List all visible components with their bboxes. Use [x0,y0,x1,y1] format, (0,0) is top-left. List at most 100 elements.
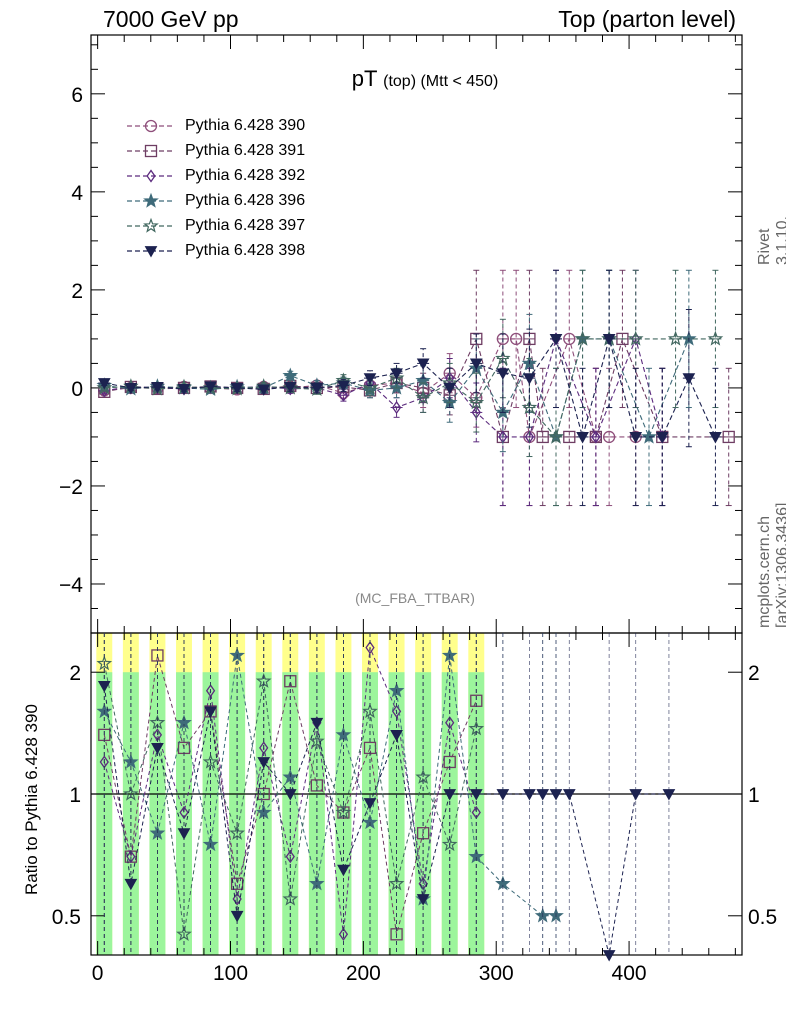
main-y-tick-label: 0 [71,378,83,401]
ratio-point [441,836,458,852]
series-line-5 [104,336,716,440]
ratio-series-line-1 [103,647,477,935]
legend-item: Pythia 6.428 398 [125,238,305,263]
ratio-point [283,789,297,801]
data-point [707,330,724,346]
legend-label: Pythia 6.428 390 [185,116,306,134]
data-point [709,432,722,444]
data-point [563,332,576,346]
data-point [576,432,589,444]
data-point [470,332,483,346]
ratio-point [362,703,378,719]
legend-swatch [127,192,175,208]
ratio-point [310,717,324,730]
data-point [509,332,523,346]
main-y-tick-label: 6 [71,84,83,107]
main-y-tick-label: −2 [59,476,83,499]
data-point [124,383,138,395]
data-point [496,368,510,380]
data-point [469,358,483,370]
ratio-point [363,798,377,810]
ratio-band-inner [468,672,485,955]
data-point [641,428,657,444]
ratio-point [416,894,430,906]
legend-marker [144,119,158,132]
data-point [230,383,244,395]
ratio-point [523,789,536,801]
data-point [337,380,350,392]
legend-marker [143,192,159,208]
ratio-point [391,704,402,719]
ratio-band-inner [96,672,113,955]
ratio-band-inner [149,672,166,955]
ratio-point [629,789,643,801]
ratio-point [229,824,245,840]
data-point [363,373,377,385]
ratio-band-inner [308,672,325,955]
data-point [416,358,430,370]
ratio-point [445,716,455,730]
data-point [391,400,402,415]
ratio-point [602,950,616,962]
data-point [627,330,644,346]
legend-marker [144,144,158,157]
legend-label: Pythia 6.428 392 [185,166,306,184]
ratio-point [97,681,111,693]
data-point [548,428,564,444]
data-point [591,430,601,444]
data-point [523,373,536,385]
legend-item: Pythia 6.428 396 [125,188,305,213]
legend: Pythia 6.428 390 Pythia 6.428 391 Pythia 6… [125,113,305,263]
ratio-point [536,789,550,801]
data-point [282,367,299,383]
ratio-point [151,743,164,755]
legend-item: Pythia 6.428 397 [125,213,305,238]
data-point [667,330,684,346]
data-point [257,384,271,396]
analysis-name: (MC_FBA_TTBAR) [355,590,475,606]
data-point [97,378,111,390]
ratio-y-tick-label: 0.5 [52,906,81,929]
ratio-y-tick-label-right: 2 [748,662,760,685]
plot-title-sub: (top) (Mtt < 450) [383,73,499,90]
ratio-band-inner [229,672,246,955]
data-point [310,383,324,395]
ratio-y-tick-label: 2 [69,662,81,685]
ratio-point [96,655,113,671]
legend-swatch [127,168,175,183]
legend-marker [144,245,158,258]
ratio-point [469,789,483,801]
data-point [549,334,563,346]
ratio-point [202,753,219,769]
legend-label: Pythia 6.428 391 [185,141,306,159]
data-point [563,430,576,444]
ratio-point [662,789,676,801]
ratio-y-tick-label-right: 1 [748,784,760,807]
legend-swatch [127,217,175,233]
ratio-band-inner [388,672,405,955]
series-line-1 [104,337,729,440]
x-tick-label: 400 [612,962,647,985]
ratio-band-inner [122,672,139,955]
process-label: Top (parton level) [558,6,736,32]
data-point [682,373,696,385]
data-point [602,430,616,444]
x-tick-label: 100 [213,962,248,985]
ratio-band-inner [282,672,299,955]
ratio-point [390,729,403,742]
data-point [415,389,431,405]
legend-swatch [127,119,175,132]
legend-item: Pythia 6.428 392 [125,163,305,188]
legend-item: Pythia 6.428 391 [125,138,305,163]
legend-swatch [127,144,175,157]
data-point [602,334,616,346]
data-point [96,379,113,395]
ratio-point [126,850,136,864]
mcplots-label: mcplots.cern.ch [arXiv:1306.3436] [756,502,786,628]
main-y-tick-label: 4 [71,182,83,205]
ratio-point [562,789,576,801]
legend-label: Pythia 6.428 398 [185,241,306,259]
legend-item: Pythia 6.428 390 [125,113,305,138]
ratio-band-inner [415,672,432,955]
plot-title: pT (top) (Mtt < 450) [280,66,570,92]
